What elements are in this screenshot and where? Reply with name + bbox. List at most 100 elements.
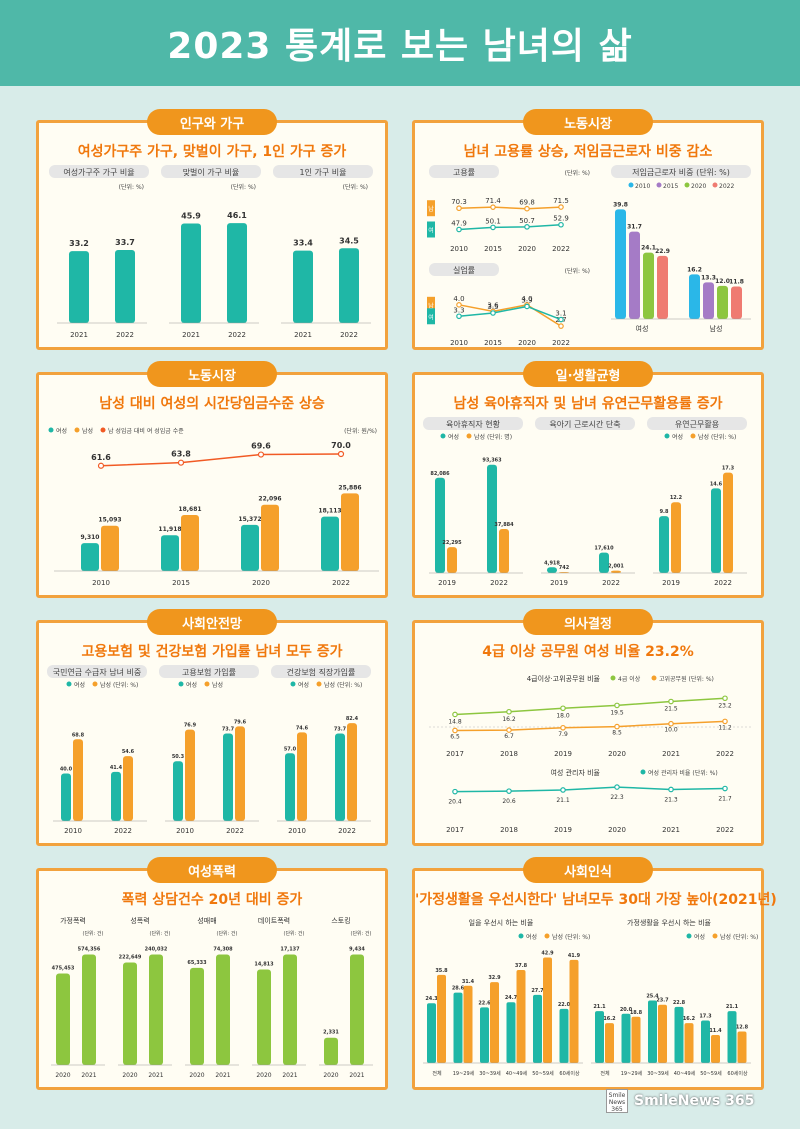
legend-dot: [628, 182, 634, 188]
logo-text: SmileNews 365: [634, 1093, 755, 1109]
panel-title: 노동시장: [147, 361, 277, 387]
data-label: 13.3: [701, 274, 716, 281]
bar: [437, 974, 446, 1063]
bar: [615, 209, 626, 319]
data-label: 73.7: [334, 726, 347, 732]
panel-labor-market-2: 노동시장 남성 대비 여성의 시간당임금수준 상승 여성 남성 남 성임금 대비 여…: [36, 361, 388, 598]
point: [490, 224, 496, 231]
bar: [711, 488, 721, 573]
data-label: 82,086: [430, 471, 450, 477]
data-label: 9,434: [349, 947, 365, 953]
point: [506, 727, 512, 733]
bar: [547, 567, 557, 573]
group-label: 성매매: [197, 916, 216, 925]
unit-label: (단위: 건): [217, 930, 238, 937]
data-label: 18,113: [318, 508, 341, 515]
group-label-bg: [273, 165, 373, 178]
bar: [717, 285, 728, 319]
data-label: 37,884: [494, 522, 514, 528]
group-label: 성폭력: [130, 916, 149, 925]
tick-label: 2022: [552, 339, 570, 347]
legend-label: 남성 (단위: %): [100, 681, 138, 689]
data-label: 14.8: [448, 718, 462, 725]
legend-label: 여성: [672, 433, 683, 441]
group-label-bg: [647, 417, 747, 430]
legend-label: 여성: [56, 427, 67, 435]
data-label: 65,333: [187, 960, 207, 966]
bar: [335, 733, 345, 821]
point: [257, 451, 265, 458]
series-name: 여: [428, 313, 434, 321]
group-label: 데이트폭력: [258, 916, 290, 925]
data-label: 73.7: [222, 726, 235, 732]
legend-dot: [100, 427, 106, 433]
data-label: 74,308: [213, 947, 233, 953]
tick-label: 2021: [70, 331, 88, 339]
data-label: 63.8: [171, 450, 191, 459]
tick-label: 2020: [608, 826, 626, 834]
bar: [643, 252, 654, 319]
tick-label: 2015: [172, 579, 190, 587]
bar: [115, 249, 135, 323]
bar: [324, 1037, 338, 1065]
group-label: 스토킹: [331, 916, 350, 925]
tick-label: 2021: [148, 1072, 163, 1079]
data-label: 3.5: [487, 303, 498, 311]
tick-label: 2022: [114, 827, 132, 835]
panel-work-life: 일·생활균형 남성 육아휴직자 및 남녀 유연근무활용률 증가 육아휴직자 현황…: [412, 361, 764, 598]
bar: [293, 250, 313, 323]
tick-label: 2020: [252, 579, 270, 587]
point: [456, 313, 462, 320]
series-line: [454, 786, 726, 793]
data-label: 14,813: [254, 962, 274, 968]
chart-household: 여성가구주 가구 비율 (단위: %) 33.2 2021 33.7 2022 맞벌이 가구…: [49, 165, 373, 339]
data-label: 68.8: [72, 732, 85, 738]
tick-label: 2022: [552, 245, 570, 253]
data-label: 240,032: [145, 947, 168, 953]
bar: [161, 535, 179, 571]
tick-label: 2010: [288, 827, 306, 835]
bar: [185, 729, 195, 821]
series-line: [458, 304, 562, 327]
legend-label: 2010: [635, 183, 650, 190]
point: [558, 204, 564, 210]
panel-title: 일·생활균형: [523, 361, 653, 387]
bar: [737, 1031, 747, 1063]
bar: [671, 502, 681, 573]
data-label: 25.4: [646, 994, 659, 1000]
tick-label: 19~29세: [621, 1070, 643, 1077]
data-label: 17.3: [722, 466, 735, 472]
data-label: 22.8: [673, 1000, 686, 1006]
point: [722, 785, 728, 792]
legend-dot: [712, 182, 718, 188]
legend-label: 남성 (단위: %): [698, 433, 736, 441]
group-label: 고용보험 가입률: [182, 668, 236, 677]
bar: [727, 1011, 737, 1063]
bar: [81, 543, 99, 571]
point: [614, 723, 620, 730]
data-label: 31.7: [627, 224, 642, 231]
tick-label: 2010: [176, 827, 194, 835]
data-label: 82.4: [346, 716, 359, 722]
group-label: 여성가구주 가구 비율: [63, 167, 134, 177]
data-label: 21.5: [664, 706, 678, 713]
data-label: 15,093: [98, 517, 121, 524]
data-label: 17,610: [594, 546, 614, 552]
legend-dot: [686, 933, 692, 939]
bar: [674, 1006, 684, 1063]
panel-subtitle: 남성 대비 여성의 시간당임금수준 상승: [99, 396, 325, 412]
point: [524, 205, 530, 212]
data-label: 28.6: [452, 986, 465, 992]
tick-label: 60세이상: [559, 1070, 580, 1077]
data-label: 18,681: [178, 506, 201, 513]
bar: [257, 969, 271, 1065]
bar: [611, 570, 621, 573]
legend-label: 남 성임금 대비 여 성임금 수준: [108, 427, 184, 435]
data-label: 3.3: [453, 306, 464, 314]
group-label-bg: [49, 165, 149, 178]
data-label: 41.4: [110, 765, 123, 771]
panel-labor-market-1: 노동시장 남녀 고용률 상승, 저임금근로자 비중 감소 고용률 (단위: %) 7…: [412, 109, 764, 350]
data-label: 16.2: [502, 716, 516, 723]
point: [722, 695, 728, 702]
legend-dot: [690, 433, 696, 439]
